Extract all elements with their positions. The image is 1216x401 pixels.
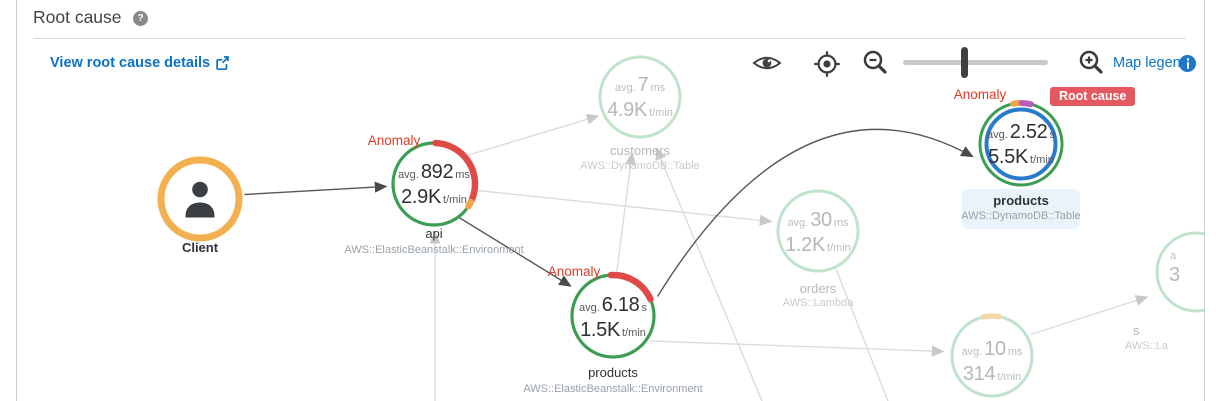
partial-type: AWS::La	[1125, 340, 1168, 352]
zoom-out-icon[interactable]	[861, 48, 889, 76]
api-warning-arc	[465, 198, 475, 210]
edge-products-rootcause	[656, 128, 974, 297]
node-api[interactable]	[391, 139, 479, 227]
info-icon[interactable]	[1179, 55, 1196, 72]
edge-bottom-customers	[655, 147, 763, 401]
panel-left-border	[16, 0, 17, 401]
zoom-slider-track[interactable]	[903, 60, 1048, 65]
partial-avg-prefix: a	[1170, 250, 1177, 262]
products-db-anomaly-label: Anomaly	[953, 87, 1007, 102]
edge-unnamed-rightnode	[1030, 295, 1149, 336]
show-hide-eye-icon[interactable]	[752, 50, 782, 76]
orders-name: orders	[799, 281, 837, 296]
node-products-env[interactable]	[570, 271, 656, 359]
root-cause-badge: Root cause	[1050, 87, 1136, 106]
edge-api-customers	[463, 113, 600, 158]
view-root-cause-details-link[interactable]: View root cause details	[50, 55, 230, 71]
page-title: Root cause	[33, 7, 122, 27]
right-gutter	[1205, 0, 1216, 401]
products-env-name: products	[588, 365, 638, 380]
products-db-label-plate	[962, 189, 1080, 229]
edge-orders-bottom	[835, 268, 889, 401]
zoom-in-icon[interactable]	[1077, 48, 1105, 76]
selected-ring	[984, 107, 1058, 181]
header-divider	[33, 38, 1186, 39]
zoom-slider-handle[interactable]	[961, 47, 968, 78]
products-env-anomaly-arc	[607, 271, 654, 303]
products-db-name: products	[993, 193, 1049, 208]
products-db-type: AWS::DynamoDB::Table	[961, 210, 1081, 222]
edge-products-unnamed	[649, 340, 945, 357]
products-env-type: AWS::ElasticBeanstalk::Environment	[523, 383, 703, 395]
person-icon	[185, 181, 215, 218]
api-name: api	[425, 226, 443, 241]
node-customers[interactable]	[598, 55, 682, 139]
edge-api-orders	[477, 189, 773, 226]
client-label: Client	[181, 240, 219, 255]
help-icon[interactable]: ?	[133, 11, 148, 26]
customers-name: customers	[610, 143, 670, 158]
edge-products-customers	[615, 152, 637, 274]
node-partial-right[interactable]	[1155, 231, 1216, 313]
api-type: AWS::ElasticBeanstalk::Environment	[344, 244, 524, 256]
products-db-purple-arc	[1018, 100, 1034, 108]
orders-type: AWS::Lambda	[782, 297, 854, 309]
products-db-warning-arc	[1010, 100, 1023, 107]
map-legend-link[interactable]: Map legend	[1113, 55, 1189, 71]
node-orders[interactable]	[776, 189, 860, 273]
view-root-cause-details-label: View root cause details	[50, 55, 211, 71]
map-legend-label: Map legend	[1113, 55, 1189, 71]
api-anomaly-arc	[432, 139, 479, 203]
edge-client-api	[244, 181, 388, 196]
center-map-crosshair-icon[interactable]	[813, 50, 841, 78]
customers-type: AWS::DynamoDB::Table	[580, 160, 700, 172]
panel-right-border	[1204, 0, 1205, 401]
partial-latency-value: 3	[1169, 264, 1180, 286]
partial-name: s	[1133, 323, 1140, 338]
node-unnamed-lambda[interactable]	[950, 313, 1034, 398]
node-products-db[interactable]	[978, 100, 1064, 187]
unnamed-warning-arc	[980, 313, 1003, 320]
edge-api-products	[458, 216, 572, 287]
api-anomaly-label: Anomaly	[367, 133, 421, 148]
node-client[interactable]	[157, 156, 243, 242]
products-env-anomaly-label: Anomaly	[547, 264, 601, 279]
external-link-icon	[216, 55, 229, 70]
